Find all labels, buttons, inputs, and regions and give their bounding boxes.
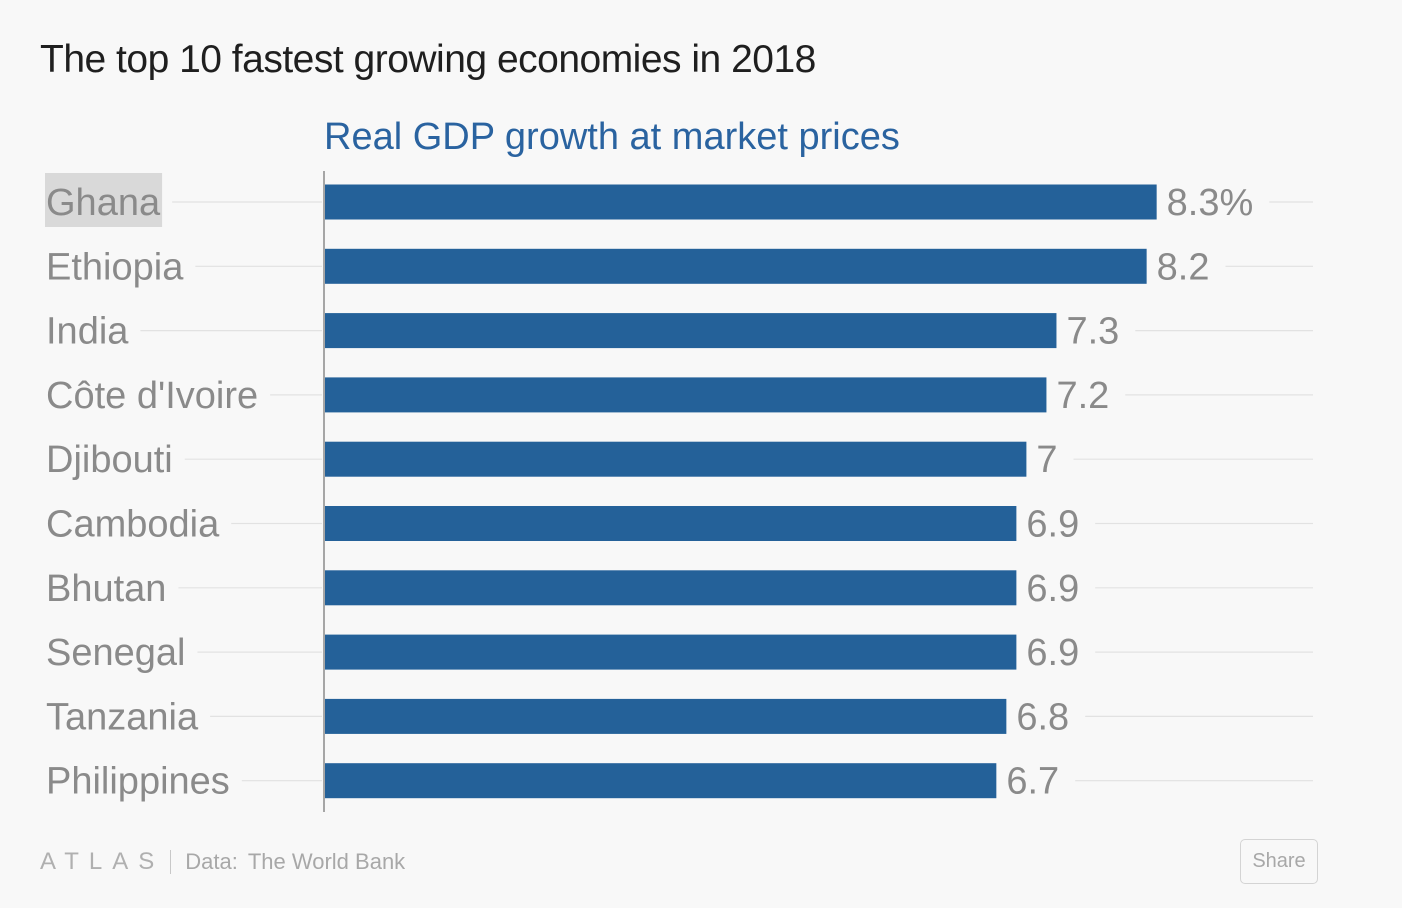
bar[interactable] (325, 184, 1157, 220)
bar-row: Senegal 6.9 (46, 632, 1313, 674)
source-name: The World Bank (247, 849, 406, 874)
value-label: 6.9 (1026, 504, 1079, 546)
bar-row: Ghana 8.3% (45, 173, 1313, 227)
category-label: Tanzania (46, 696, 199, 738)
value-label: 6.7 (1006, 761, 1059, 803)
bar-chart: Real GDP growth at market prices Ghana 8.… (45, 116, 1313, 812)
bar-row: Philippines 6.7 (46, 761, 1313, 803)
category-highlight (45, 173, 163, 227)
category-label: Senegal (46, 632, 185, 674)
atlas-logo[interactable]: ATLAS (40, 848, 165, 875)
value-label: 8.2 (1157, 246, 1210, 288)
bar[interactable] (325, 763, 997, 799)
value-label: 7.2 (1056, 375, 1109, 417)
bar[interactable] (325, 377, 1047, 413)
bar-row: Tanzania 6.8 (46, 696, 1313, 738)
bar-row: India 7.3 (46, 311, 1313, 353)
chart-footer: ATLAS Data: The World Bank (40, 848, 405, 876)
bar-row: Côte d'Ivoire 7.2 (46, 375, 1313, 417)
chart-title: The top 10 fastest growing economies in … (40, 38, 816, 81)
category-label: Côte d'Ivoire (46, 375, 258, 417)
bar[interactable] (325, 441, 1027, 477)
bar-row: Cambodia 6.9 (46, 504, 1313, 546)
category-label: Philippines (46, 761, 230, 803)
value-label: 7 (1036, 439, 1057, 481)
bar[interactable] (325, 634, 1017, 670)
bar[interactable] (325, 248, 1147, 284)
bar[interactable] (325, 506, 1017, 541)
share-button[interactable]: Share (1240, 839, 1318, 884)
category-label: Cambodia (46, 504, 220, 546)
bar-row: Ethiopia 8.2 (46, 246, 1313, 288)
bar[interactable] (325, 570, 1017, 606)
category-label: Ghana (46, 182, 161, 224)
category-label: Bhutan (46, 568, 166, 610)
category-label: Ethiopia (46, 246, 184, 288)
chart-subtitle: Real GDP growth at market prices (324, 116, 900, 158)
value-label: 6.9 (1026, 568, 1079, 610)
value-label: 6.9 (1026, 632, 1079, 674)
category-label: Djibouti (46, 439, 173, 481)
value-label: 8.3% (1167, 182, 1254, 224)
bar-row: Djibouti 7 (46, 439, 1313, 481)
bar-row: Bhutan 6.9 (46, 568, 1313, 610)
value-label: 7.3 (1066, 311, 1119, 353)
bar[interactable] (325, 698, 1007, 734)
source-label: Data: (185, 849, 238, 874)
bar[interactable] (325, 313, 1057, 349)
category-label: India (46, 311, 129, 353)
footer-divider (170, 850, 172, 874)
value-label: 6.8 (1016, 696, 1069, 738)
